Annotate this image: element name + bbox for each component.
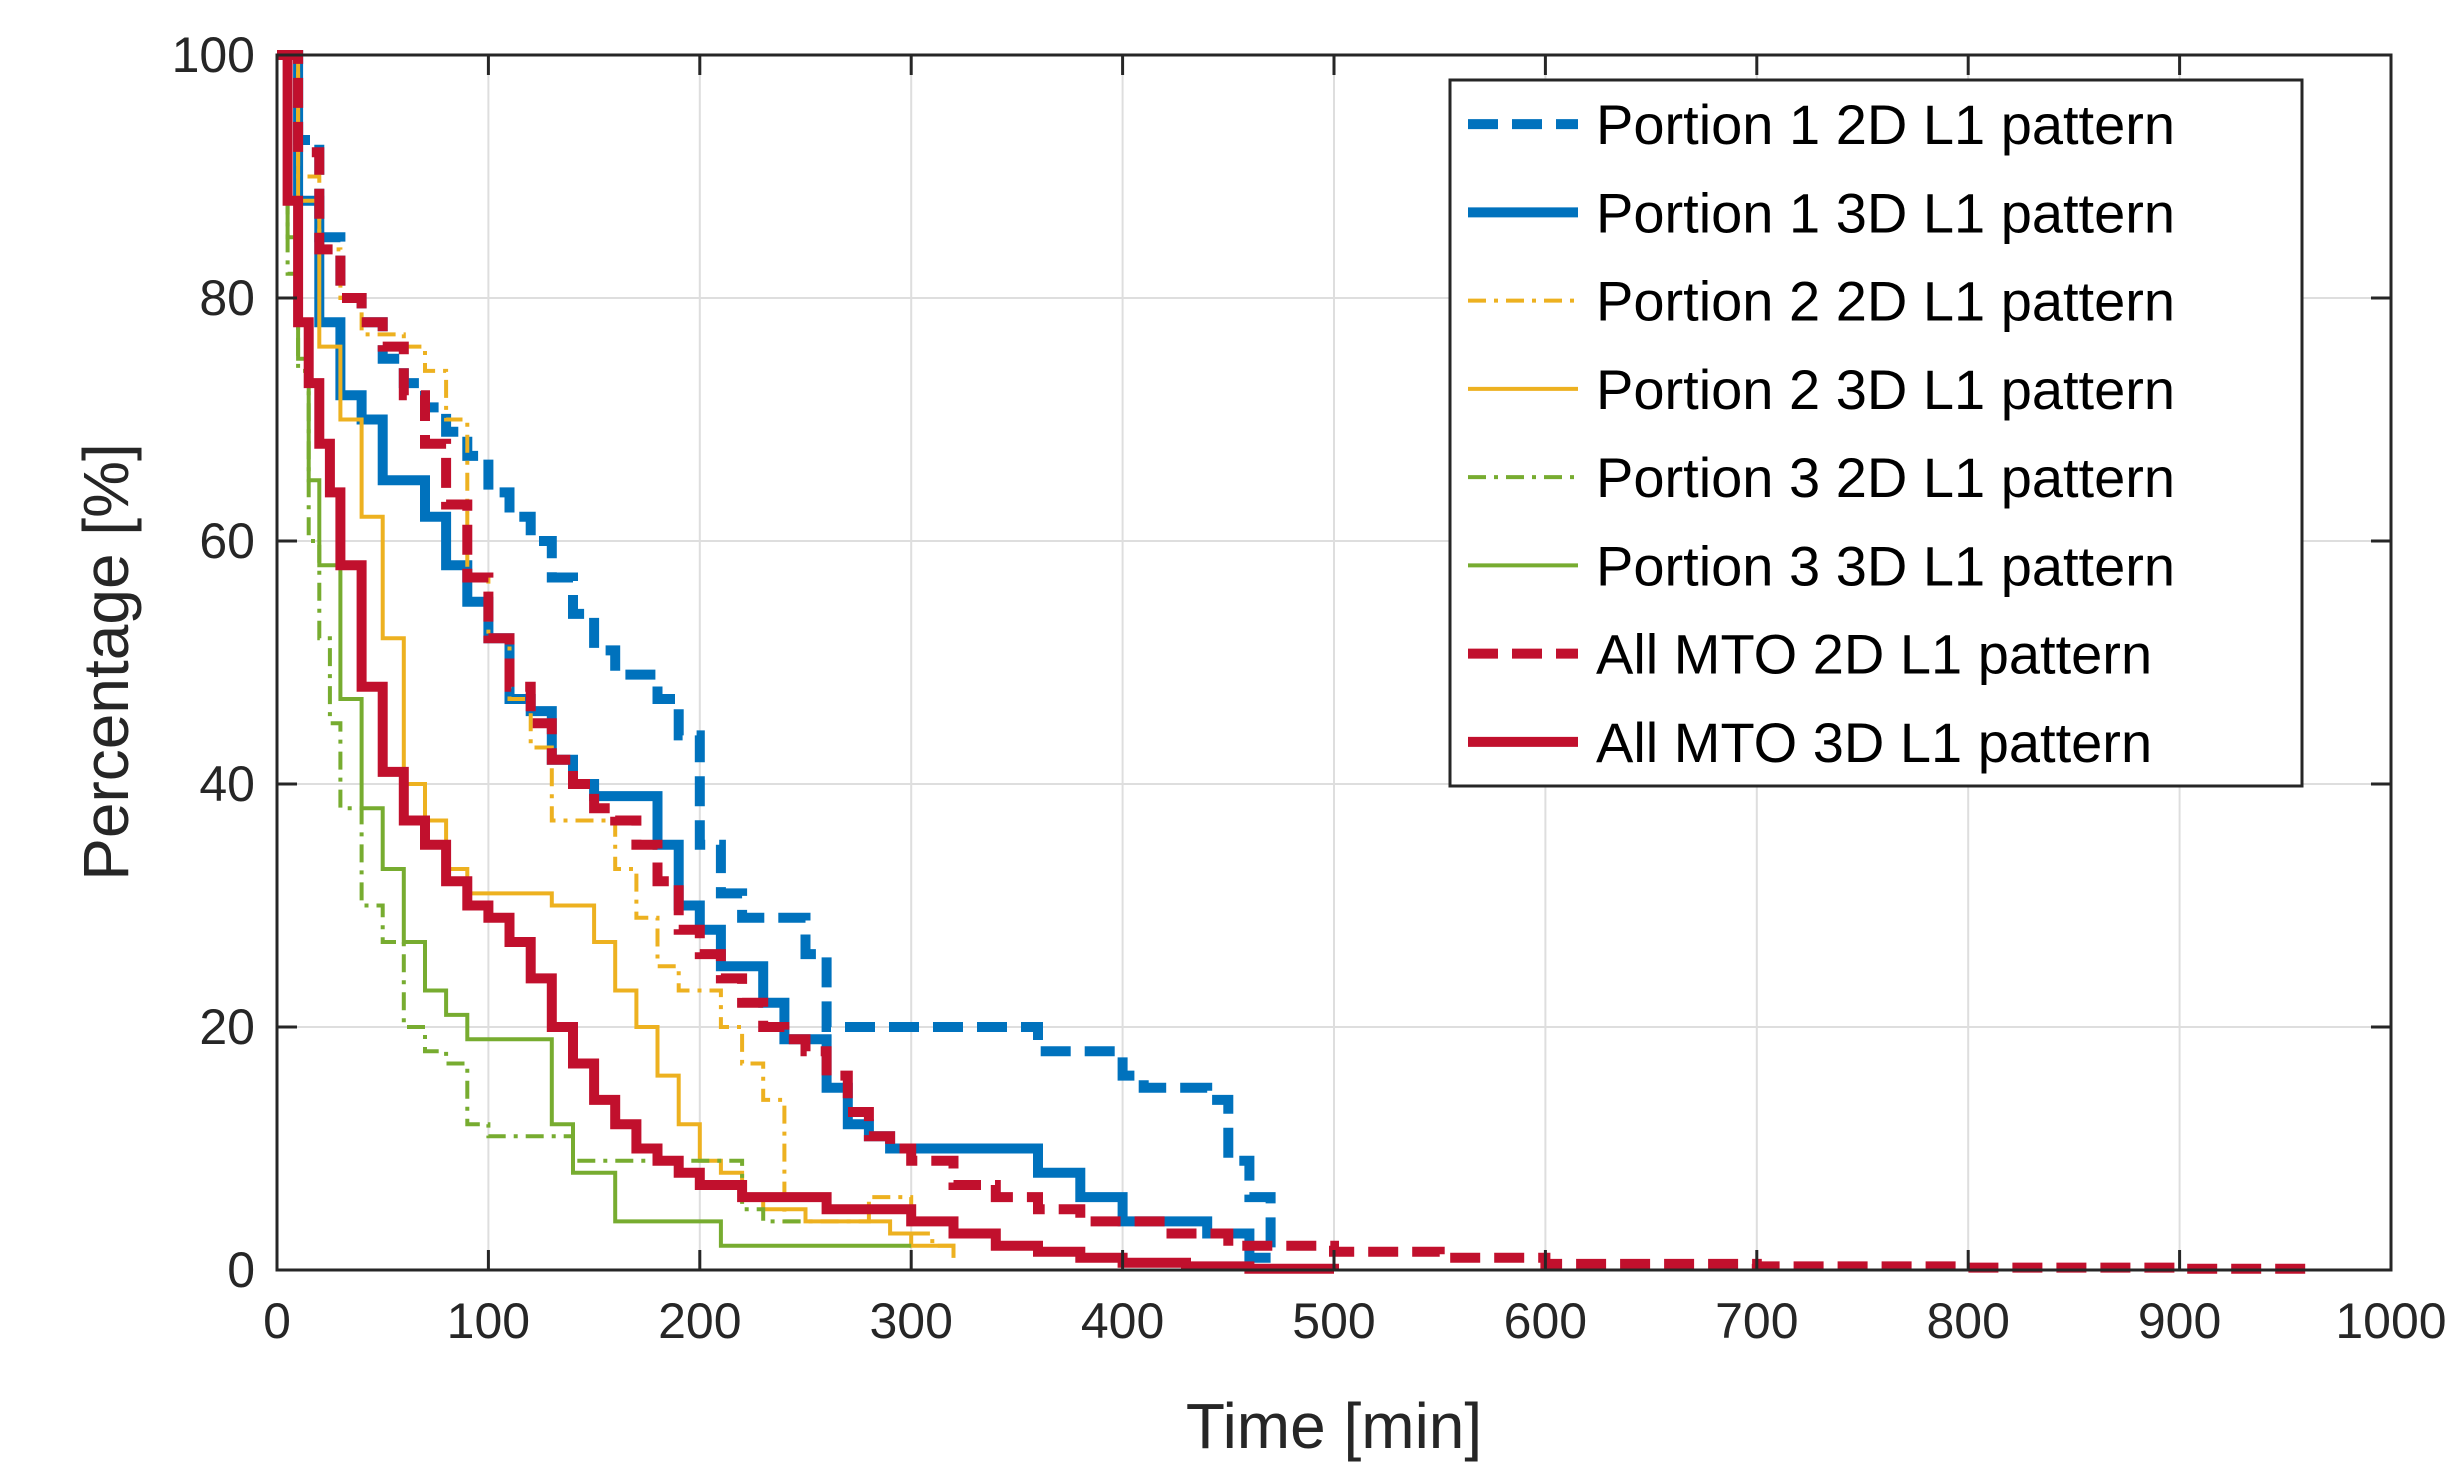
legend-box <box>1448 78 2304 788</box>
series-line-2 <box>277 50 1271 1263</box>
legend-label-6: Portion 3 3D L1 pattern <box>1596 534 2175 597</box>
x-tick-label: 200 <box>658 1293 741 1349</box>
series-group <box>277 50 2312 1274</box>
y-tick-label: 0 <box>227 1242 255 1298</box>
legend-label-2: Portion 1 3D L1 pattern <box>1596 181 2175 244</box>
y-tick-label: 80 <box>199 270 255 326</box>
series-line-7 <box>277 50 2312 1274</box>
legend-label-3: Portion 2 2D L1 pattern <box>1596 270 2175 333</box>
x-tick-label: 100 <box>447 1293 530 1349</box>
x-tick-label: 800 <box>1926 1293 2009 1349</box>
x-tick-label: 700 <box>1715 1293 1798 1349</box>
y-tick-label: 40 <box>199 756 255 812</box>
x-tick-label: 900 <box>2138 1293 2221 1349</box>
legend-items: Portion 1 2D L1 pattern Portion 1 3D L1 p… <box>1468 93 2175 774</box>
tick-labels: 0 100 200 300 400 500 600 700 800 900 1000 0 20 40 60 8… <box>172 27 2447 1349</box>
series-line-6 <box>277 53 912 1248</box>
x-axis-label: Time [min] <box>1186 1390 1482 1462</box>
y-tick-label: 20 <box>199 999 255 1055</box>
legend-label-1: Portion 1 2D L1 pattern <box>1596 93 2175 156</box>
x-tick-label: 400 <box>1081 1293 1164 1349</box>
series-line-5 <box>277 53 806 1224</box>
legend-label-5: Portion 3 2D L1 pattern <box>1596 446 2175 509</box>
ticks <box>275 53 2393 1272</box>
legend-label-7: All MTO 2D L1 pattern <box>1596 623 2152 686</box>
x-tick-label: 0 <box>263 1293 291 1349</box>
x-tick-label: 500 <box>1292 1293 1375 1349</box>
y-axis-label: Percentage [%] <box>70 443 142 881</box>
series-line-8 <box>277 50 1339 1274</box>
legend: Portion 1 2D L1 pattern Portion 1 3D L1 p… <box>1448 78 2304 788</box>
series-line-4 <box>277 53 956 1258</box>
x-tick-label: 600 <box>1504 1293 1587 1349</box>
y-tick-label: 60 <box>199 513 255 569</box>
series-line-1 <box>277 50 1276 1258</box>
x-tick-label: 1000 <box>2335 1293 2446 1349</box>
legend-label-8: All MTO 3D L1 pattern <box>1596 711 2152 774</box>
x-tick-label: 300 <box>869 1293 952 1349</box>
legend-label-4: Portion 2 3D L1 pattern <box>1596 358 2175 421</box>
y-tick-label: 100 <box>172 27 255 83</box>
